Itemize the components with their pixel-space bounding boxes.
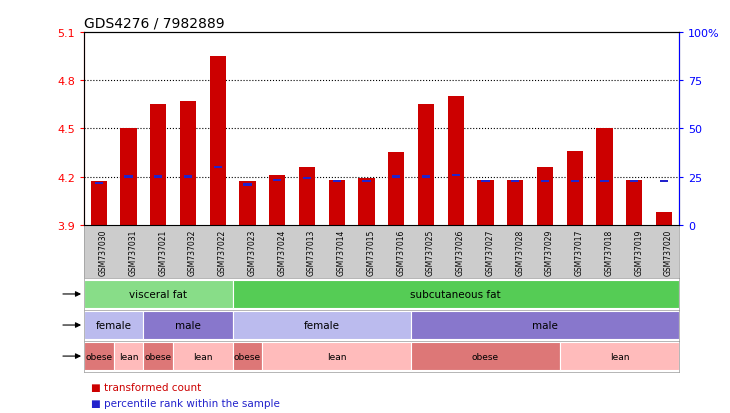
Bar	[233, 342, 263, 370]
Text: GSM737016: GSM737016	[396, 229, 405, 275]
Bar	[303, 178, 311, 180]
Bar	[418, 105, 434, 225]
Bar	[95, 183, 103, 185]
Bar	[143, 342, 173, 370]
Bar	[537, 168, 553, 225]
Text: GSM737022: GSM737022	[218, 229, 227, 275]
Text: GSM737030: GSM737030	[99, 229, 108, 276]
Bar	[596, 129, 612, 225]
Bar	[388, 153, 404, 225]
Text: lean: lean	[193, 352, 212, 361]
Bar	[154, 176, 162, 178]
Bar	[511, 181, 519, 183]
Bar	[263, 342, 411, 370]
Text: GSM737024: GSM737024	[277, 229, 286, 275]
Text: GSM737018: GSM737018	[604, 229, 613, 275]
Text: obese: obese	[472, 352, 499, 361]
Bar	[660, 181, 668, 183]
Bar	[180, 102, 196, 225]
Bar	[626, 180, 642, 225]
Bar	[114, 342, 143, 370]
Bar	[392, 176, 400, 178]
Text: GSM737031: GSM737031	[128, 229, 137, 275]
Text: GSM737032: GSM737032	[188, 229, 197, 275]
Bar	[239, 182, 255, 225]
Bar	[328, 180, 345, 225]
Bar	[507, 180, 523, 225]
Bar	[482, 181, 490, 183]
Bar	[566, 152, 583, 225]
Text: ■ transformed count: ■ transformed count	[91, 382, 201, 392]
Bar	[184, 176, 192, 178]
Text: GSM737021: GSM737021	[158, 229, 167, 275]
Text: male: male	[532, 320, 558, 330]
Bar	[233, 280, 679, 309]
Text: obese: obese	[234, 352, 261, 361]
Text: GSM737027: GSM737027	[485, 229, 494, 275]
Text: obese: obese	[85, 352, 112, 361]
Text: GSM737025: GSM737025	[426, 229, 435, 275]
Bar	[214, 166, 222, 169]
Text: female: female	[304, 320, 340, 330]
Bar	[541, 181, 549, 183]
Bar	[143, 311, 233, 339]
Bar	[120, 129, 137, 225]
Bar	[210, 57, 226, 225]
Bar	[233, 311, 411, 339]
Text: obese: obese	[145, 352, 172, 361]
Text: GSM737017: GSM737017	[575, 229, 584, 275]
Bar	[358, 179, 374, 225]
Bar	[601, 181, 609, 183]
Bar	[125, 176, 133, 178]
Text: GSM737029: GSM737029	[545, 229, 554, 275]
Text: ■ percentile rank within the sample: ■ percentile rank within the sample	[91, 398, 280, 408]
Bar	[333, 181, 341, 183]
Bar	[150, 105, 166, 225]
Bar	[84, 311, 143, 339]
Bar	[269, 176, 285, 225]
Bar	[630, 181, 638, 183]
Bar	[244, 184, 252, 186]
Text: GSM737023: GSM737023	[247, 229, 256, 275]
Text: GSM737014: GSM737014	[337, 229, 346, 275]
Text: male: male	[175, 320, 201, 330]
Bar	[452, 174, 460, 176]
Bar	[273, 179, 281, 181]
Bar	[422, 176, 430, 178]
Bar	[447, 97, 464, 225]
Text: GSM737028: GSM737028	[515, 229, 524, 275]
Bar	[560, 342, 679, 370]
Text: subcutaneous fat: subcutaneous fat	[410, 289, 501, 299]
Text: female: female	[96, 320, 131, 330]
Bar	[571, 181, 579, 183]
Bar	[84, 280, 233, 309]
Text: GDS4276 / 7982889: GDS4276 / 7982889	[84, 17, 225, 31]
Bar	[363, 181, 371, 183]
Text: visceral fat: visceral fat	[129, 289, 188, 299]
Bar	[656, 212, 672, 225]
Bar	[411, 342, 560, 370]
Bar	[173, 342, 233, 370]
Text: GSM737020: GSM737020	[664, 229, 673, 275]
Text: GSM737013: GSM737013	[307, 229, 316, 275]
Text: GSM737026: GSM737026	[456, 229, 465, 275]
Text: lean: lean	[119, 352, 138, 361]
Text: GSM737019: GSM737019	[634, 229, 643, 275]
Text: lean: lean	[327, 352, 347, 361]
Bar	[299, 168, 315, 225]
Bar	[91, 182, 107, 225]
Bar	[477, 180, 493, 225]
Text: GSM737015: GSM737015	[366, 229, 375, 275]
Text: lean: lean	[610, 352, 629, 361]
Bar	[411, 311, 679, 339]
Bar	[84, 342, 114, 370]
